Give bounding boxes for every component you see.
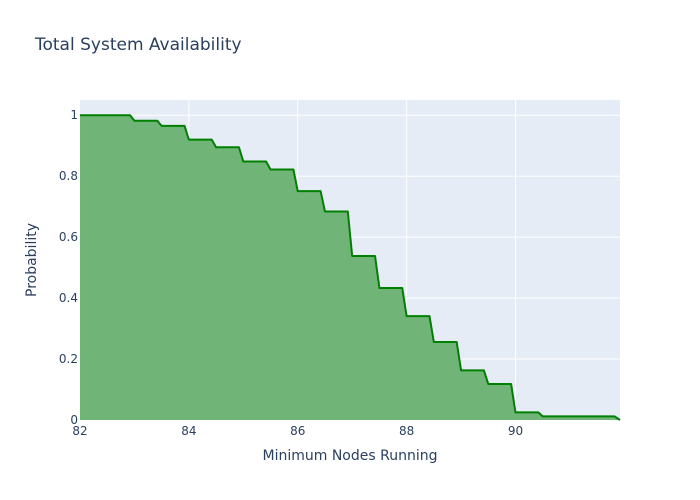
- y-axis-title: Probability: [24, 223, 40, 297]
- x-tick-label: 88: [399, 424, 414, 438]
- x-tick-label: 86: [290, 424, 305, 438]
- x-tick-label: 82: [72, 424, 87, 438]
- y-tick-label: 0.4: [59, 291, 78, 305]
- chart-title: Total System Availability: [34, 35, 242, 55]
- y-tick-label: 1: [70, 108, 78, 122]
- x-tick-label: 90: [508, 424, 523, 438]
- x-tick-label: 84: [181, 424, 196, 438]
- y-tick-label: 0.6: [59, 230, 78, 244]
- x-axis-title: Minimum Nodes Running: [263, 448, 438, 464]
- y-tick-label: 0.8: [59, 169, 78, 183]
- y-tick-label: 0: [70, 413, 78, 427]
- availability-series-line: [80, 114, 621, 421]
- availability-area-fill: [80, 115, 620, 421]
- axis-ticks: 82 84 86 88 90 0 0.2 0.4 0.6 0.8 1: [59, 108, 523, 438]
- y-tick-label: 0.2: [59, 352, 78, 366]
